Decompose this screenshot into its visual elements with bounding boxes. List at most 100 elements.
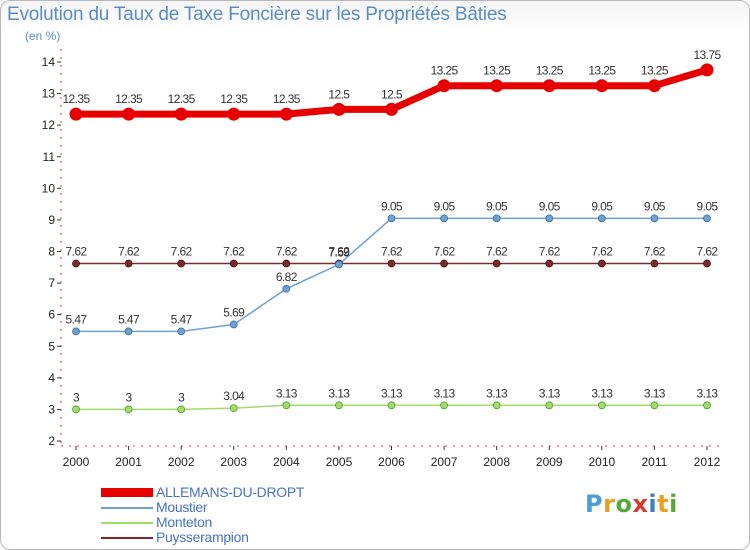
data-label-puysserampion: 7.62 xyxy=(171,245,193,259)
data-label-allemans-du-dropt: 13.25 xyxy=(641,64,669,78)
data-label-monteton: 3.13 xyxy=(697,386,719,400)
data-label-moustier: 9.05 xyxy=(486,199,508,213)
data-point-monteton xyxy=(440,401,448,410)
x-tick-label: 2007 xyxy=(431,455,458,469)
data-label-monteton: 3.13 xyxy=(486,386,508,400)
x-tick-label: 2003 xyxy=(220,455,247,469)
x-tick-label: 2006 xyxy=(378,455,405,469)
data-label-moustier: 5.47 xyxy=(118,312,140,326)
data-point-puysserampion xyxy=(597,259,606,268)
logo-letter: i xyxy=(648,490,658,518)
proxiti-logo: Proxiti xyxy=(585,490,678,518)
data-point-monteton xyxy=(282,401,291,410)
data-point-allemans-du-dropt xyxy=(595,79,609,93)
data-point-moustier xyxy=(492,214,501,223)
data-label-allemans-du-dropt: 12.5 xyxy=(328,87,350,101)
legend-label-puysserampion: Puysserampion xyxy=(156,529,249,545)
logo-letter: o xyxy=(615,490,633,518)
data-label-puysserampion: 7.62 xyxy=(66,245,88,259)
data-point-allemans-du-dropt xyxy=(437,79,451,93)
data-label-moustier: 9.05 xyxy=(434,199,456,213)
data-point-puysserampion xyxy=(545,259,554,268)
logo-letter: i xyxy=(669,490,678,518)
data-label-allemans-du-dropt: 13.25 xyxy=(483,64,511,78)
logo-letter: P xyxy=(585,490,604,518)
data-label-puysserampion: 7.62 xyxy=(118,245,140,259)
data-point-moustier xyxy=(703,214,711,223)
y-tick-label: 2 xyxy=(48,434,55,448)
x-tick-label: 2012 xyxy=(694,455,721,469)
x-tick-label: 2004 xyxy=(273,455,300,469)
x-tick-label: 2002 xyxy=(168,455,195,469)
data-point-puysserampion xyxy=(124,259,133,268)
y-tick-label: 12 xyxy=(42,118,56,132)
y-tick-label: 5 xyxy=(48,339,55,353)
data-point-puysserampion xyxy=(229,259,238,268)
data-point-moustier xyxy=(545,214,554,223)
data-label-moustier: 7.59 xyxy=(328,245,350,259)
data-label-puysserampion: 7.62 xyxy=(697,245,719,259)
data-point-monteton xyxy=(177,405,186,414)
data-label-puysserampion: 7.62 xyxy=(223,245,245,259)
y-tick-label: 4 xyxy=(48,371,55,385)
data-label-monteton: 3 xyxy=(178,390,185,404)
y-tick-label: 7 xyxy=(48,276,55,290)
data-point-moustier xyxy=(650,214,659,223)
data-point-allemans-du-dropt xyxy=(700,63,714,77)
data-point-puysserampion xyxy=(282,259,291,268)
data-label-allemans-du-dropt: 12.35 xyxy=(62,92,90,106)
data-label-moustier: 5.69 xyxy=(223,305,245,319)
x-tick-label: 2000 xyxy=(63,455,90,469)
y-tick-label: 8 xyxy=(48,245,55,259)
data-point-allemans-du-dropt xyxy=(647,79,661,93)
data-point-puysserampion xyxy=(72,259,80,268)
chart-title: Evolution du Taux de Taxe Foncière sur l… xyxy=(7,4,507,25)
data-point-monteton xyxy=(335,401,343,410)
data-label-puysserampion: 7.62 xyxy=(276,245,298,259)
data-point-allemans-du-dropt xyxy=(69,107,83,121)
data-label-monteton: 3.13 xyxy=(276,386,298,400)
data-point-puysserampion xyxy=(387,259,396,268)
data-point-moustier xyxy=(282,284,291,293)
data-label-moustier: 9.05 xyxy=(591,199,613,213)
data-label-monteton: 3.13 xyxy=(381,386,403,400)
legend-swatch-monteton xyxy=(101,521,153,524)
y-tick-label: 3 xyxy=(48,402,55,416)
y-tick-label: 11 xyxy=(43,150,56,164)
data-point-allemans-du-dropt xyxy=(227,107,241,121)
data-label-allemans-du-dropt: 12.35 xyxy=(220,92,248,106)
legend-swatch-puysserampion xyxy=(101,536,153,539)
y-tick-label: 14 xyxy=(42,55,56,69)
data-point-puysserampion xyxy=(703,259,711,268)
data-label-allemans-du-dropt: 12.35 xyxy=(168,92,196,106)
y-tick-label: 13 xyxy=(42,87,56,101)
legend-swatch-moustier xyxy=(101,506,153,509)
data-label-monteton: 3.13 xyxy=(539,386,561,400)
data-point-moustier xyxy=(440,214,448,223)
data-label-puysserampion: 7.62 xyxy=(486,245,508,259)
data-label-puysserampion: 7.62 xyxy=(381,245,403,259)
data-label-puysserampion: 7.62 xyxy=(539,245,561,259)
data-label-allemans-du-dropt: 13.75 xyxy=(693,48,721,62)
data-point-monteton xyxy=(72,405,80,414)
data-point-allemans-du-dropt xyxy=(332,102,346,116)
data-label-monteton: 3.13 xyxy=(644,386,666,400)
data-label-moustier: 9.05 xyxy=(697,199,719,213)
data-label-puysserampion: 7.62 xyxy=(434,245,456,259)
data-point-monteton xyxy=(703,401,711,410)
data-point-allemans-du-dropt xyxy=(490,79,504,93)
data-label-allemans-du-dropt: 13.25 xyxy=(588,64,616,78)
data-label-moustier: 5.47 xyxy=(66,312,88,326)
data-label-allemans-du-dropt: 12.35 xyxy=(115,92,143,106)
data-label-moustier: 9.05 xyxy=(644,199,666,213)
data-label-monteton: 3 xyxy=(126,390,133,404)
data-point-monteton xyxy=(229,404,238,413)
y-tick-label: 10 xyxy=(42,181,56,195)
data-point-moustier xyxy=(72,327,80,336)
y-tick-label: 9 xyxy=(48,213,55,227)
data-label-monteton: 3.13 xyxy=(591,386,613,400)
data-point-allemans-du-dropt xyxy=(385,102,398,116)
data-label-allemans-du-dropt: 12.35 xyxy=(273,92,301,106)
data-label-puysserampion: 7.62 xyxy=(644,245,666,259)
